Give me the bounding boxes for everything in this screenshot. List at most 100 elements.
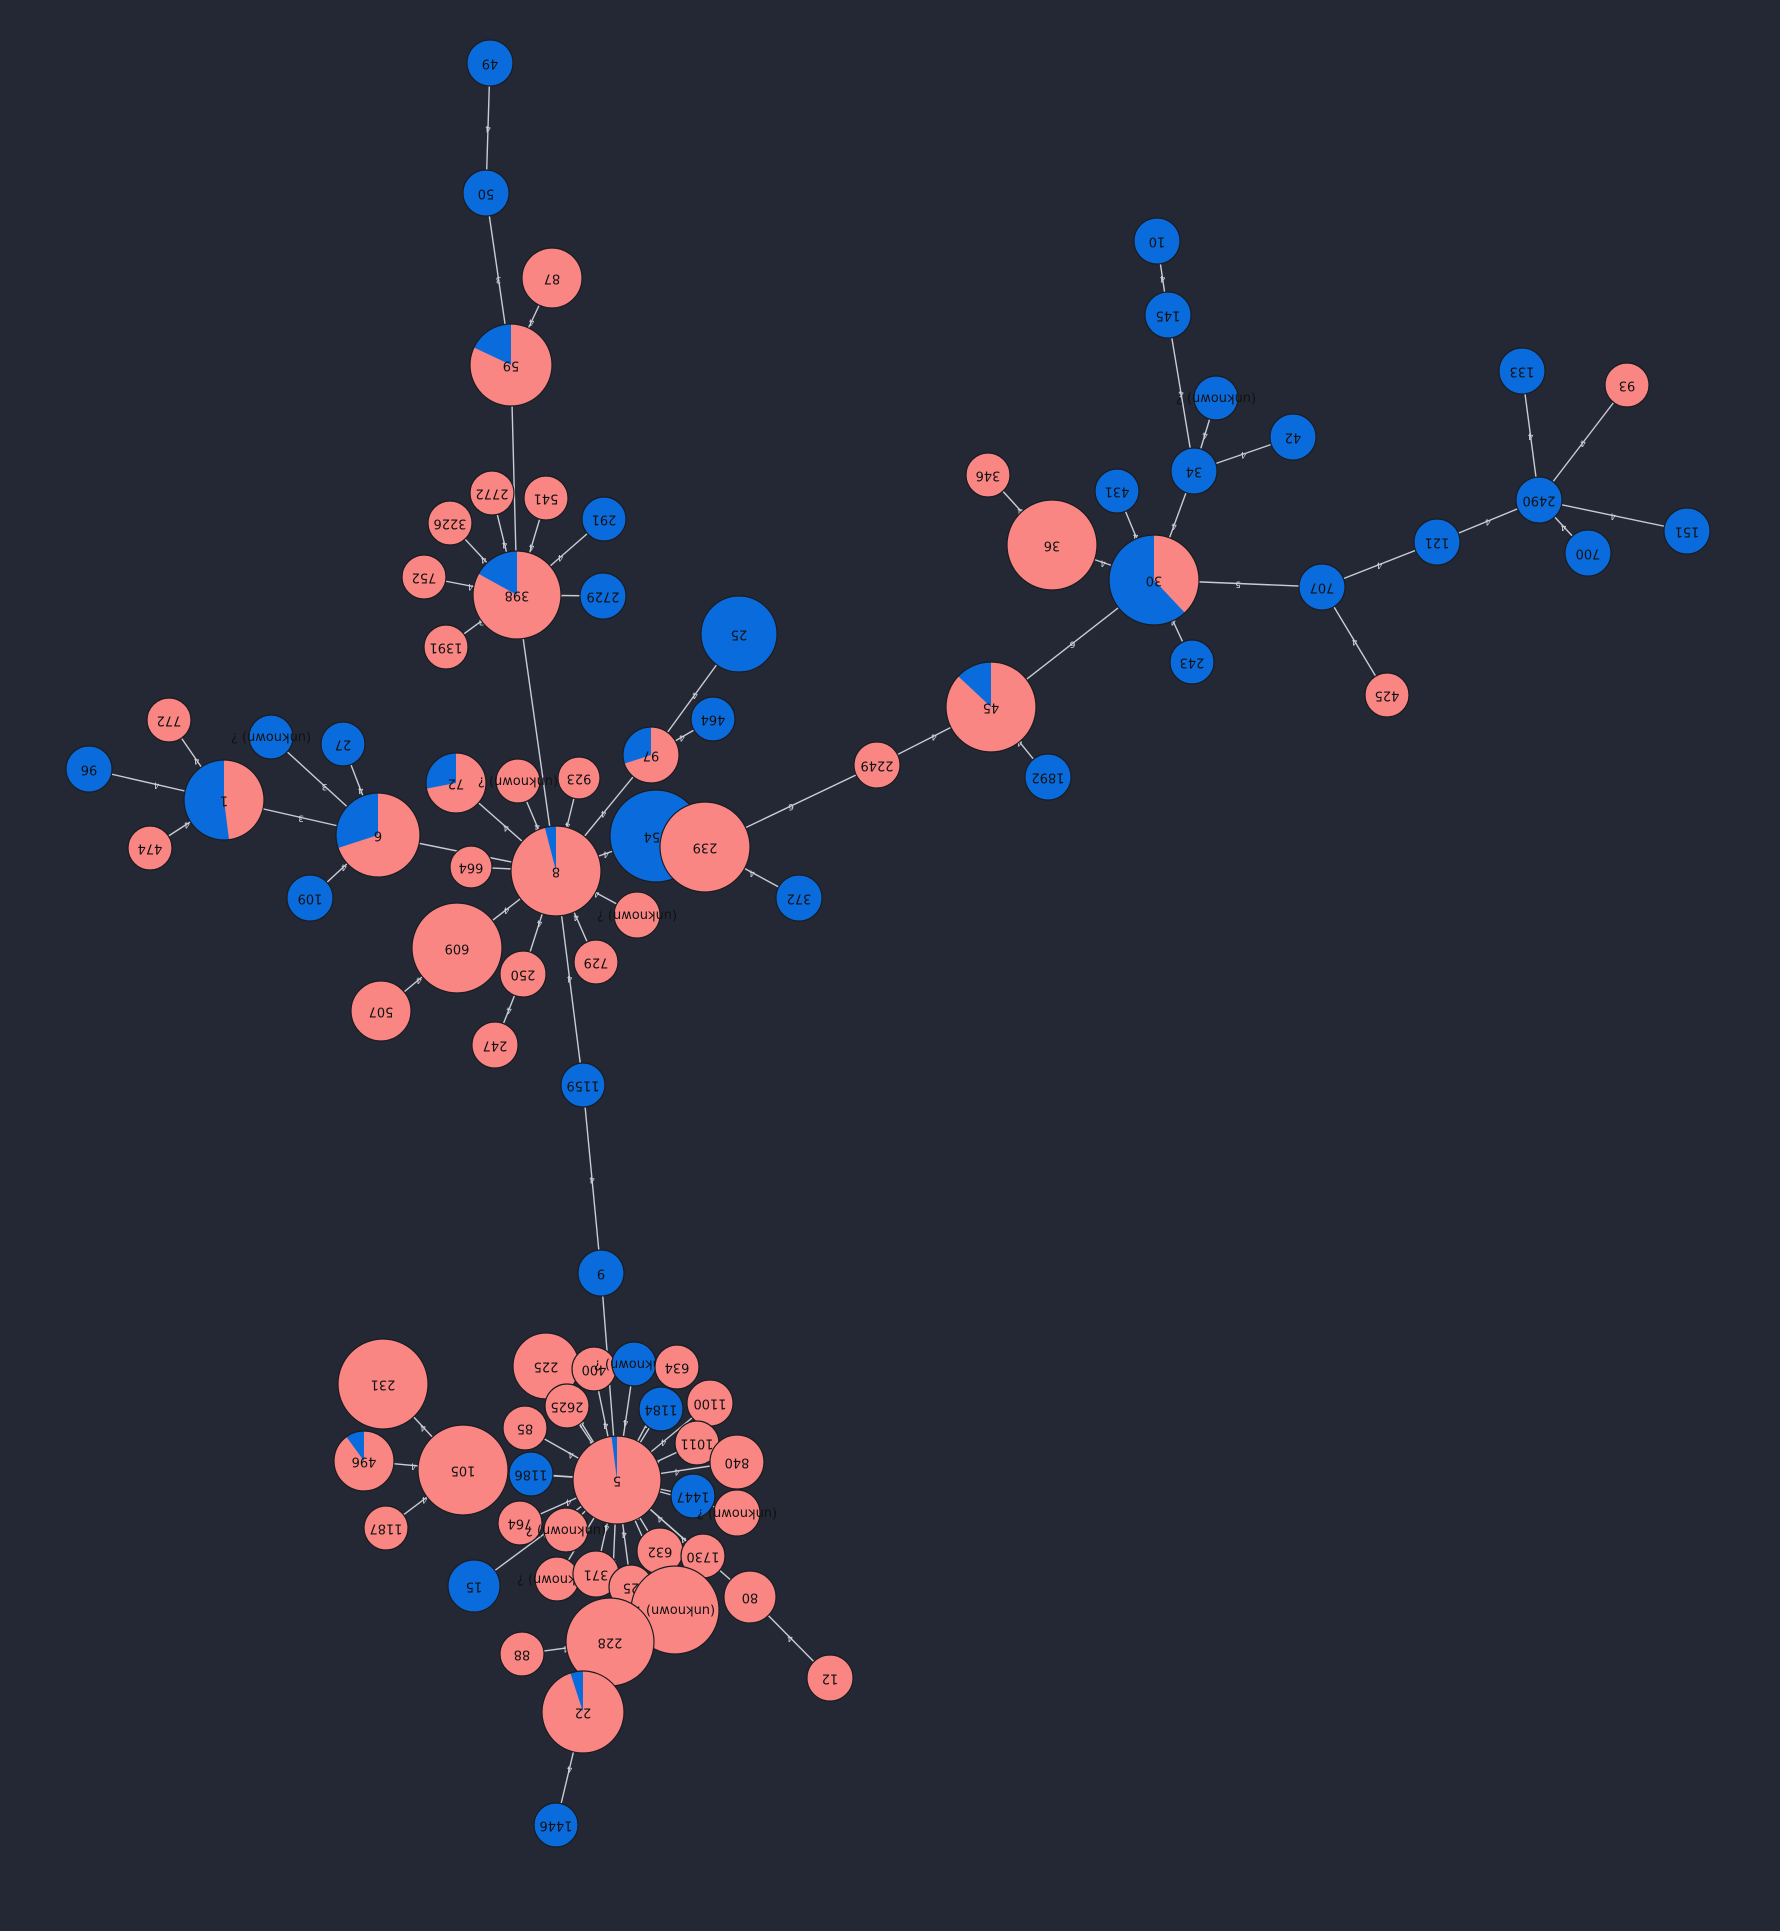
node-n1100[interactable]: 1100 — [686, 1379, 734, 1427]
node-n85[interactable]: 85 — [502, 1405, 548, 1451]
node-n372[interactable]: 372 — [775, 874, 823, 922]
node-n1[interactable]: 1 — [183, 759, 265, 841]
node-n239[interactable]: 239 — [659, 801, 751, 893]
node-n541[interactable]: 541 — [523, 475, 569, 521]
node-n729[interactable]: 729 — [573, 939, 619, 985]
node-n1184[interactable]: 1184 — [638, 1386, 684, 1432]
node-n72[interactable]: 72 — [425, 752, 487, 814]
node-n1391[interactable]: 1391 — [423, 624, 469, 670]
node-n_unk4[interactable]: (unknown) ? — [1176, 375, 1256, 421]
node-n2625[interactable]: 2625 — [544, 1383, 590, 1429]
node-n496[interactable]: 496 — [333, 1430, 395, 1492]
node-n1446[interactable]: 1446 — [533, 1802, 579, 1848]
node-n923[interactable]: 923 — [557, 756, 601, 800]
node-n250[interactable]: 250 — [499, 950, 547, 998]
node-n_unk1[interactable]: (unknown) ? — [478, 758, 558, 804]
node-n49[interactable]: 49 — [466, 39, 514, 87]
node-n9[interactable]: 9 — [577, 1249, 625, 1297]
node-n700[interactable]: 700 — [1564, 529, 1612, 577]
node-n_unk5[interactable]: (unknown) ? — [594, 1341, 674, 1387]
node-n96[interactable]: 96 — [65, 745, 113, 793]
node-n6[interactable]: 6 — [335, 792, 421, 878]
node-n1730[interactable]: 1730 — [680, 1533, 726, 1579]
node-label: 541 — [534, 491, 559, 506]
edge-weight-label: 4 — [603, 1522, 609, 1532]
node-outline — [363, 1505, 409, 1551]
node-n1447[interactable]: 1447 — [670, 1473, 716, 1519]
node-n_unk6[interactable]: (unknown) ? — [697, 1489, 777, 1537]
node-n_unk7[interactable]: (unknown) ? — [526, 1507, 606, 1553]
node-n80[interactable]: 80 — [723, 1570, 777, 1624]
node-n634[interactable]: 634 — [654, 1344, 700, 1390]
node-n133[interactable]: 133 — [1498, 347, 1546, 395]
node-n291[interactable]: 291 — [581, 496, 627, 542]
node-outline — [775, 874, 823, 922]
node-n8[interactable]: 8 — [510, 825, 602, 917]
node-n59[interactable]: 59 — [469, 323, 553, 407]
node-n121[interactable]: 121 — [1413, 518, 1461, 566]
node-n2729[interactable]: 2729 — [579, 572, 627, 620]
node-n109[interactable]: 109 — [286, 874, 334, 922]
node-fill — [687, 1380, 733, 1426]
node-fill — [66, 746, 112, 792]
node-n772[interactable]: 772 — [146, 697, 192, 743]
node-n474[interactable]: 474 — [127, 825, 173, 871]
node-n3226[interactable]: 3226 — [427, 500, 473, 546]
edge-weight-label: 4 — [1527, 431, 1533, 441]
node-n12[interactable]: 12 — [806, 1654, 854, 1702]
node-n93[interactable]: 93 — [1604, 362, 1650, 408]
node-label: 42 — [1285, 430, 1302, 445]
node-n664[interactable]: 664 — [449, 845, 493, 889]
node-n27[interactable]: 27 — [320, 721, 366, 767]
node-n10[interactable]: 10 — [1133, 217, 1181, 265]
node-n1186[interactable]: 1186 — [508, 1451, 554, 1497]
node-n231[interactable]: 231 — [337, 1338, 429, 1430]
node-n425[interactable]: 425 — [1364, 672, 1410, 718]
node-n346[interactable]: 346 — [965, 452, 1011, 498]
node-fill — [561, 1063, 605, 1107]
node-n2490[interactable]: 2490 — [1515, 476, 1563, 524]
node-n243[interactable]: 243 — [1169, 639, 1215, 685]
node-n247[interactable]: 247 — [471, 1021, 519, 1069]
node-n464[interactable]: 464 — [690, 696, 736, 742]
node-n431[interactable]: 431 — [1094, 468, 1140, 514]
node-n1159[interactable]: 1159 — [560, 1062, 606, 1108]
node-fill — [545, 1384, 589, 1428]
node-n2249[interactable]: 2249 — [853, 741, 901, 789]
node-n145[interactable]: 145 — [1144, 291, 1192, 339]
node-n151[interactable]: 151 — [1663, 507, 1711, 555]
node-n2772[interactable]: 2772 — [469, 470, 515, 516]
node-n5[interactable]: 5 — [572, 1435, 662, 1525]
node-n609[interactable]: 609 — [411, 902, 503, 994]
node-n398[interactable]: 398 — [472, 550, 562, 640]
node-n15[interactable]: 15 — [447, 1559, 501, 1613]
node-n764[interactable]: 764 — [497, 1500, 543, 1546]
node-n400[interactable]: 400 — [571, 1346, 617, 1392]
node-n1892[interactable]: 1892 — [1024, 753, 1072, 801]
node-n507[interactable]: 507 — [350, 980, 412, 1042]
node-n42[interactable]: 42 — [1269, 413, 1317, 461]
edge-weight-label: 3 — [322, 781, 328, 791]
node-n840[interactable]: 840 — [709, 1434, 765, 1490]
node-n97[interactable]: 97 — [622, 726, 680, 784]
node-n1187[interactable]: 1187 — [363, 1505, 409, 1551]
node-n707[interactable]: 707 — [1298, 563, 1346, 611]
node-n36[interactable]: 36 — [1006, 499, 1098, 591]
edge-weight-label: 4 — [1240, 449, 1246, 459]
node-n25a[interactable]: 25 — [700, 595, 778, 673]
node-n_unk2[interactable]: (unknown) ? — [231, 714, 311, 760]
node-n50[interactable]: 50 — [462, 169, 510, 217]
node-n22[interactable]: 22 — [541, 1670, 625, 1754]
node-outline — [723, 1570, 777, 1624]
node-n752[interactable]: 752 — [401, 554, 447, 600]
node-label: 291 — [592, 512, 617, 527]
node-n34[interactable]: 34 — [1170, 447, 1218, 495]
node-n30[interactable]: 30 — [1108, 534, 1200, 626]
node-n87[interactable]: 87 — [521, 247, 583, 309]
node-n_unk3[interactable]: (unknown) ? — [597, 891, 677, 939]
edge-weight-label: 4 — [931, 731, 937, 741]
node-n45[interactable]: 45 — [945, 661, 1037, 753]
node-n105[interactable]: 105 — [417, 1424, 509, 1516]
edge-weight-label: 4 — [603, 849, 609, 859]
node-n88[interactable]: 88 — [499, 1631, 545, 1677]
